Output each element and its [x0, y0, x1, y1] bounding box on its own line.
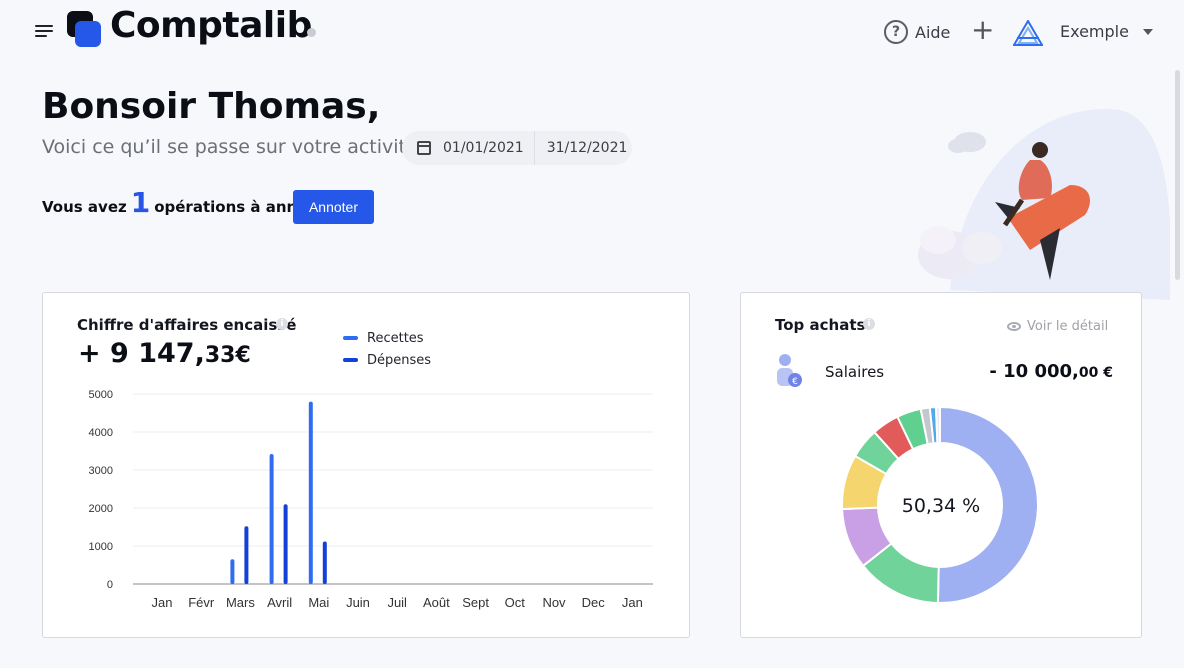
- x-tick-label: Jan: [152, 595, 173, 610]
- menu-icon[interactable]: [35, 25, 53, 39]
- x-tick-label: Dec: [582, 595, 606, 610]
- x-tick-label: Févr: [188, 595, 215, 610]
- help-label: Aide: [915, 22, 951, 42]
- x-tick-label: Nov: [542, 595, 566, 610]
- help-button[interactable]: ? Aide: [884, 20, 950, 44]
- x-tick-label: Oct: [505, 595, 526, 610]
- top-item-amount: - 10 000,00 €: [989, 361, 1113, 382]
- bar-depenses[interactable]: [244, 526, 249, 584]
- annotate-button[interactable]: Annoter: [293, 190, 374, 224]
- chevron-down-icon: [1142, 28, 1153, 35]
- donut-slice[interactable]: [934, 405, 941, 445]
- x-tick-label: Sept: [462, 595, 489, 610]
- svg-text:€: €: [792, 377, 798, 387]
- bar-depenses[interactable]: [283, 504, 288, 584]
- chart-legend: Recettes Dépenses: [343, 327, 431, 371]
- x-tick-label: Mars: [226, 595, 255, 610]
- status-dot: [307, 28, 316, 37]
- company-name: Exemple: [1060, 22, 1129, 41]
- scrollbar[interactable]: [1175, 70, 1180, 280]
- donut-slice[interactable]: [936, 405, 1039, 604]
- eye-icon: [1007, 322, 1021, 331]
- view-detail-label: Voir le détail: [1027, 319, 1109, 334]
- date-divider: [533, 131, 535, 165]
- operations-message: Vous avez 1 opérations à annoter: [42, 186, 332, 219]
- page-subtitle: Voici ce qu’il se passe sur votre activi…: [42, 136, 418, 158]
- view-detail-link[interactable]: Voir le détail: [1007, 319, 1108, 334]
- x-tick-label: Juil: [387, 595, 407, 610]
- x-tick-label: Juin: [346, 595, 370, 610]
- bar-depenses[interactable]: [322, 541, 327, 584]
- top-item-amount-cents: 00 €: [1078, 365, 1113, 381]
- date-end[interactable]: 31/12/2021: [546, 140, 628, 156]
- person-euro-icon: €: [777, 354, 802, 387]
- purchases-donut-chart: [841, 405, 1039, 604]
- legend-label: Recettes: [367, 330, 424, 346]
- calendar-icon: [417, 141, 431, 155]
- revenue-card: Chiffre d'affaires encaissé i + 9 147,33…: [42, 292, 690, 638]
- operations-count: 1: [130, 186, 151, 219]
- rocket-illustration: [918, 109, 1170, 300]
- date-range-picker[interactable]: 01/01/2021 31/12/2021: [402, 131, 632, 165]
- donut-center-label: 50,34 %: [901, 495, 981, 517]
- x-tick-label: Avril: [267, 595, 292, 610]
- x-tick-label: Mai: [308, 595, 329, 610]
- brand-name: Comptalib: [110, 5, 312, 46]
- date-start[interactable]: 01/01/2021: [443, 140, 524, 156]
- revenue-bar-chart: 0 1000 2000 3000 4000 5000 Jan Févr Mars Avril Mai…: [89, 389, 653, 610]
- help-icon: ?: [884, 20, 908, 44]
- y-tick-label: 1000: [89, 541, 113, 553]
- purchases-card: Top achats i Voir le détail € Salaires -…: [740, 292, 1142, 638]
- info-icon[interactable]: i: [276, 318, 288, 330]
- y-tick-label: 4000: [89, 427, 113, 439]
- y-tick-label: 3000: [89, 465, 113, 477]
- comptalib-logo: [67, 11, 101, 47]
- plus-icon[interactable]: +: [971, 13, 995, 46]
- company-selector[interactable]: Exemple: [1060, 22, 1153, 41]
- revenue-amount: + 9 147,33€: [78, 338, 251, 369]
- legend-swatch: [343, 358, 358, 362]
- revenue-amount-main: + 9 147,: [78, 338, 205, 369]
- purchases-card-title: Top achats: [775, 316, 866, 334]
- x-tick-label: Août: [423, 595, 450, 610]
- operations-prefix: Vous avez: [42, 198, 127, 216]
- bar-recettes[interactable]: [269, 454, 274, 584]
- top-item-amount-main: - 10 000,: [989, 361, 1079, 382]
- legend-swatch: [343, 336, 358, 340]
- info-icon[interactable]: i: [863, 318, 875, 330]
- bar-recettes[interactable]: [230, 559, 235, 584]
- y-tick-label: 2000: [89, 503, 113, 515]
- x-tick-label: Jan: [622, 595, 643, 610]
- revenue-amount-cents: 33€: [204, 343, 251, 368]
- operations-suffix: opérations à annoter: [154, 198, 333, 216]
- y-tick-label: 0: [107, 579, 113, 591]
- top-bar: Comptalib ? Aide + Exemple: [0, 0, 1184, 64]
- company-logo-icon[interactable]: [1013, 20, 1043, 46]
- revenue-card-title: Chiffre d'affaires encaissé: [77, 316, 297, 334]
- legend-item-depenses[interactable]: Dépenses: [343, 349, 431, 371]
- top-item-label: Salaires: [825, 363, 885, 381]
- bar-recettes[interactable]: [308, 401, 313, 584]
- y-tick-label: 5000: [89, 389, 113, 401]
- page-title: Bonsoir Thomas,: [42, 86, 381, 127]
- legend-label: Dépenses: [367, 352, 432, 368]
- legend-item-recettes[interactable]: Recettes: [343, 327, 431, 349]
